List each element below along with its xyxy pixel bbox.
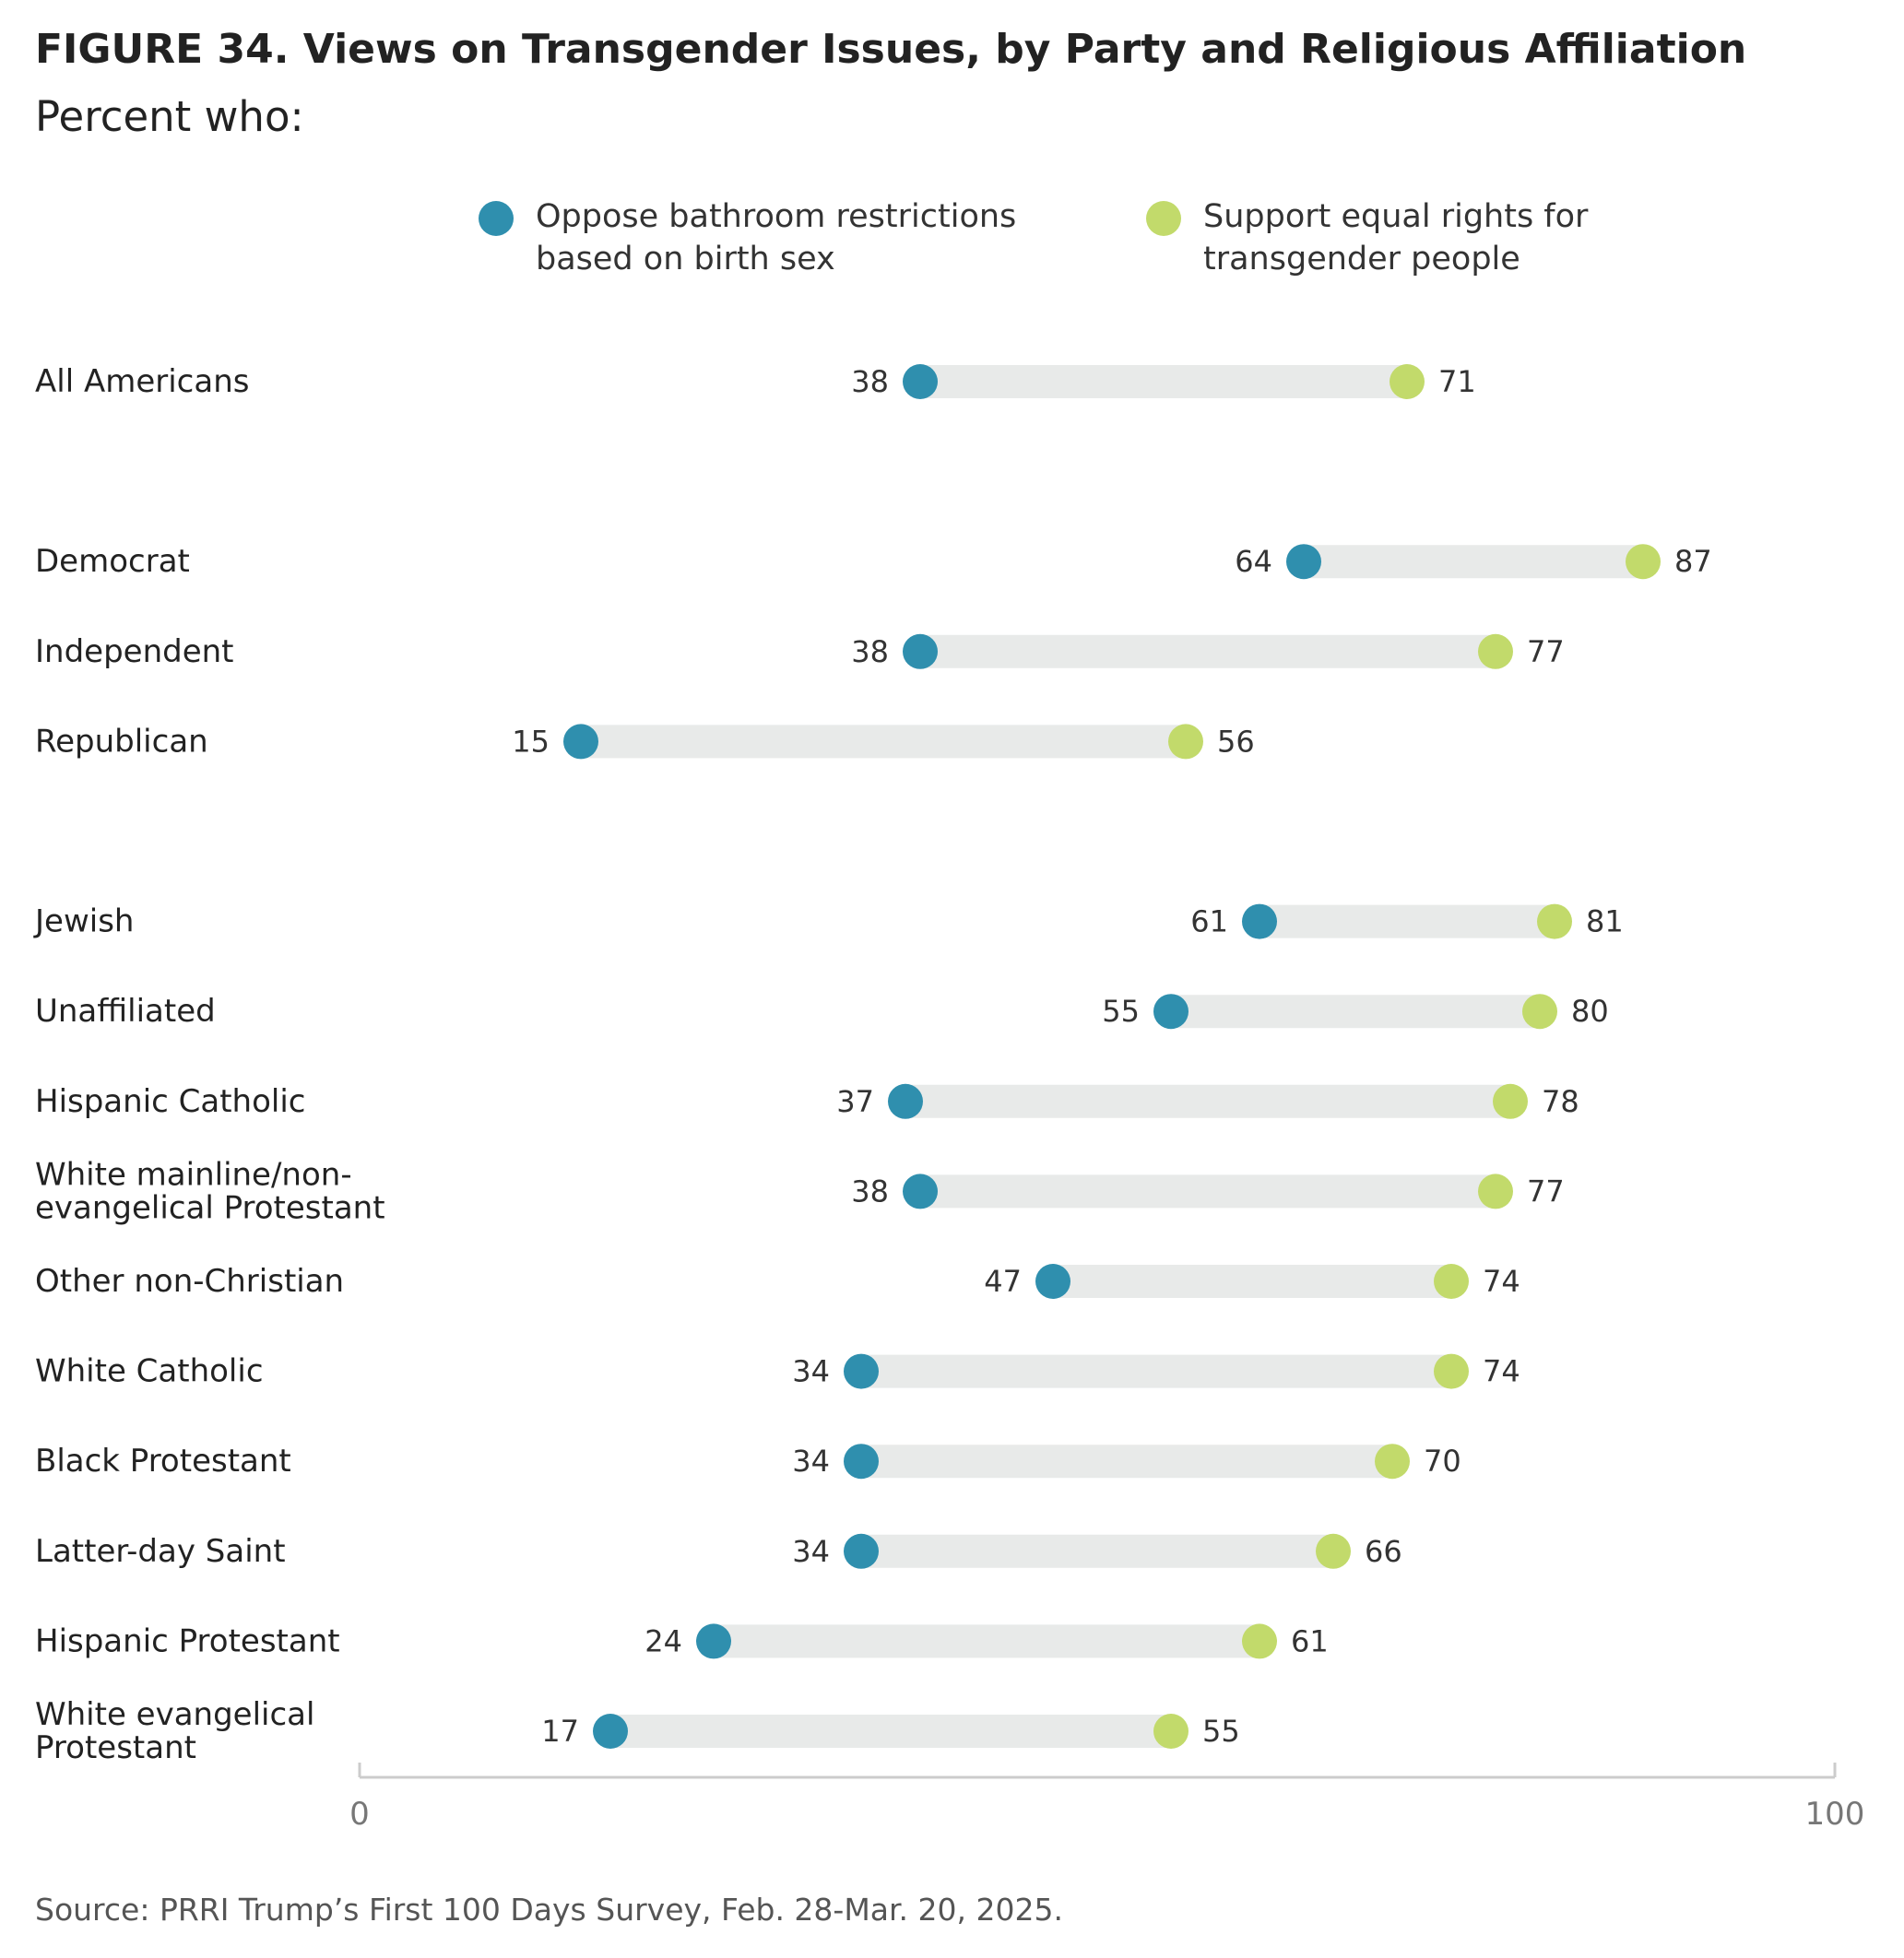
support-value-label: 80 bbox=[1571, 994, 1609, 1029]
source-note: Source: PRRI Trump’s First 100 Days Surv… bbox=[35, 1892, 1063, 1928]
oppose-point bbox=[844, 1353, 879, 1389]
oppose-value-label: 55 bbox=[1102, 994, 1140, 1029]
legend-support-label-line: transgender people bbox=[1203, 241, 1520, 277]
category-label: All Americans bbox=[35, 363, 249, 400]
oppose-value-label: 17 bbox=[541, 1714, 579, 1749]
oppose-point bbox=[593, 1714, 628, 1749]
support-point bbox=[1153, 1714, 1189, 1749]
legend-oppose-label: Oppose bathroom restrictions based on bi… bbox=[536, 195, 1016, 280]
oppose-point bbox=[844, 1444, 879, 1480]
oppose-value-label: 38 bbox=[851, 364, 889, 399]
support-point bbox=[1537, 903, 1572, 939]
category-label: Democrat bbox=[35, 543, 190, 580]
oppose-point bbox=[696, 1623, 731, 1659]
category-label: White mainline/non- bbox=[35, 1156, 352, 1193]
support-point bbox=[1375, 1444, 1410, 1480]
support-value-label: 71 bbox=[1438, 364, 1476, 399]
support-point bbox=[1478, 633, 1513, 669]
legend-support-label: Support equal rights for transgender peo… bbox=[1203, 195, 1588, 280]
category-label: Protestant bbox=[35, 1729, 196, 1766]
oppose-point bbox=[903, 364, 938, 399]
oppose-value-label: 37 bbox=[836, 1084, 874, 1119]
category-label: White Catholic bbox=[35, 1353, 264, 1390]
support-value-label: 55 bbox=[1202, 1714, 1240, 1749]
category-label: Unaffiliated bbox=[35, 993, 216, 1030]
category-label: White evangelical bbox=[35, 1696, 314, 1733]
oppose-point bbox=[1153, 994, 1189, 1030]
support-value-label: 81 bbox=[1586, 904, 1624, 939]
chart-title: FIGURE 34. Views on Transgender Issues, … bbox=[35, 26, 1747, 73]
oppose-value-label: 24 bbox=[645, 1623, 682, 1658]
support-value-label: 77 bbox=[1527, 1174, 1565, 1209]
x-tick-label: 0 bbox=[349, 1796, 370, 1833]
legend-support-label-line: Support equal rights for bbox=[1203, 198, 1589, 235]
oppose-point bbox=[903, 1174, 938, 1209]
category-label: Independent bbox=[35, 633, 234, 670]
oppose-point bbox=[888, 1083, 923, 1119]
oppose-value-label: 34 bbox=[792, 1444, 830, 1479]
oppose-value-label: 15 bbox=[512, 724, 550, 759]
category-label: Latter-day Saint bbox=[35, 1533, 286, 1570]
oppose-value-label: 34 bbox=[792, 1354, 830, 1389]
oppose-value-label: 64 bbox=[1235, 544, 1272, 579]
oppose-point bbox=[844, 1533, 879, 1569]
support-value-label: 70 bbox=[1424, 1444, 1461, 1479]
legend-oppose-label-line: Oppose bathroom restrictions bbox=[536, 198, 1017, 235]
oppose-point bbox=[1035, 1264, 1070, 1299]
oppose-value-label: 61 bbox=[1190, 904, 1228, 939]
support-value-label: 56 bbox=[1217, 724, 1255, 759]
chart-subtitle: Percent who: bbox=[35, 92, 304, 141]
support-point bbox=[1390, 364, 1425, 399]
category-label: evangelical Protestant bbox=[35, 1189, 385, 1226]
oppose-value-label: 47 bbox=[984, 1264, 1022, 1299]
support-point bbox=[1242, 1623, 1277, 1659]
oppose-point bbox=[1286, 544, 1321, 580]
legend-support-marker bbox=[1146, 201, 1181, 236]
category-label: Hispanic Catholic bbox=[35, 1083, 305, 1120]
support-point bbox=[1478, 1174, 1513, 1209]
support-point bbox=[1434, 1353, 1469, 1389]
support-value-label: 77 bbox=[1527, 634, 1565, 669]
oppose-value-label: 34 bbox=[792, 1534, 830, 1569]
support-point bbox=[1434, 1264, 1469, 1299]
x-tick-label: 100 bbox=[1805, 1796, 1865, 1833]
category-label: Other non-Christian bbox=[35, 1263, 344, 1300]
oppose-point bbox=[1242, 903, 1277, 939]
legend-oppose-label-line: based on birth sex bbox=[536, 241, 835, 277]
support-value-label: 78 bbox=[1542, 1084, 1579, 1119]
legend-oppose-marker bbox=[479, 201, 514, 236]
oppose-value-label: 38 bbox=[851, 634, 889, 669]
support-point bbox=[1316, 1533, 1351, 1569]
oppose-point bbox=[903, 633, 938, 669]
category-label: Black Protestant bbox=[35, 1443, 291, 1480]
category-label: Hispanic Protestant bbox=[35, 1622, 340, 1659]
support-value-label: 74 bbox=[1483, 1264, 1520, 1299]
support-point bbox=[1493, 1083, 1528, 1119]
category-label: Jewish bbox=[33, 903, 134, 940]
support-point bbox=[1522, 994, 1557, 1030]
support-value-label: 61 bbox=[1291, 1623, 1329, 1658]
support-value-label: 87 bbox=[1674, 544, 1712, 579]
oppose-point bbox=[563, 724, 598, 760]
support-point bbox=[1168, 724, 1203, 760]
category-label: Republican bbox=[35, 723, 208, 760]
oppose-value-label: 38 bbox=[851, 1174, 889, 1209]
support-value-label: 74 bbox=[1483, 1354, 1520, 1389]
support-point bbox=[1626, 544, 1661, 580]
support-value-label: 66 bbox=[1365, 1534, 1402, 1569]
